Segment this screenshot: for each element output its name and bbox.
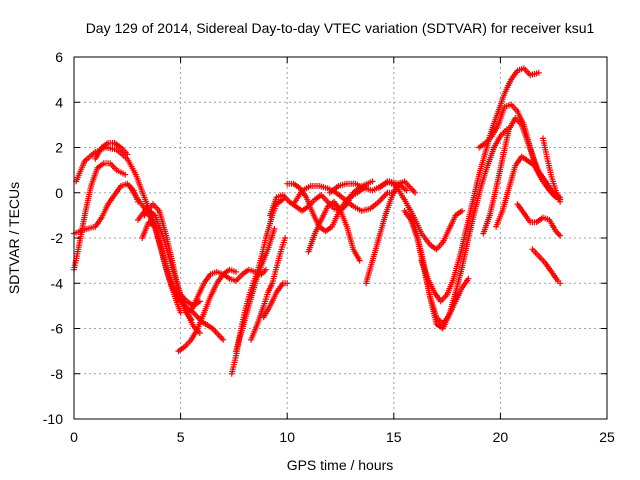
series-markers-23 [407,126,510,332]
series-arc-9 [175,266,239,355]
series-markers-29 [514,201,564,239]
series-arc-29 [514,201,564,239]
y-tick-label: 0 [55,185,63,201]
series-markers-8 [135,205,203,336]
series-markers-13 [248,235,289,343]
series-markers-27 [480,115,564,237]
series-arc-8 [135,205,203,336]
x-tick-label: 20 [493,429,509,445]
x-tick-label: 0 [70,429,78,445]
series-arc-13 [248,235,289,343]
y-tick-label: -6 [51,321,64,337]
x-tick-label: 5 [177,429,185,445]
series-markers-12 [233,225,278,355]
y-tick-label: -4 [51,275,64,291]
series-arc-27 [480,115,564,237]
y-tick-label: -10 [43,411,63,427]
series-markers-30 [529,246,564,287]
series-arc-23 [407,126,510,332]
series-markers-9 [175,266,239,355]
y-tick-label: -8 [51,366,64,382]
series-arc-21 [375,178,465,253]
grid-lines [74,57,607,419]
y-tick-label: 6 [55,49,63,65]
series-markers-28 [540,135,564,205]
series-markers-24 [418,65,542,305]
x-tick-label: 10 [279,429,295,445]
series-markers-17 [290,183,397,214]
chart-title: Day 129 of 2014, Sidereal Day-to-day VTE… [86,20,595,36]
series-markers-4 [92,140,131,162]
y-tick-label: 4 [55,94,63,110]
series-arc-14 [260,280,291,321]
series-arc-4 [92,140,131,162]
series-markers-20 [363,178,419,287]
y-tick-label: -2 [51,230,64,246]
series-arc-24 [418,65,542,305]
series-arc-18 [305,198,363,264]
series-arc-28 [540,135,564,205]
series-markers-14 [260,280,291,321]
y-axis-label: SDTVAR / TECUs [6,182,22,294]
series-markers-21 [375,178,465,253]
series-arc-12 [233,225,278,355]
x-tick-label: 15 [386,429,402,445]
series-markers-18 [305,198,363,264]
series-arc-17 [290,183,397,214]
x-axis-label: GPS time / hours [287,457,394,473]
series-arc-20 [363,178,419,287]
y-tick-label: 2 [55,140,63,156]
series-arc-30 [529,246,564,287]
x-tick-label: 25 [599,429,615,445]
axis-ticks: 0 5 10 15 20 25 -10 -8 -6 -4 -2 0 2 4 6 [43,49,615,445]
